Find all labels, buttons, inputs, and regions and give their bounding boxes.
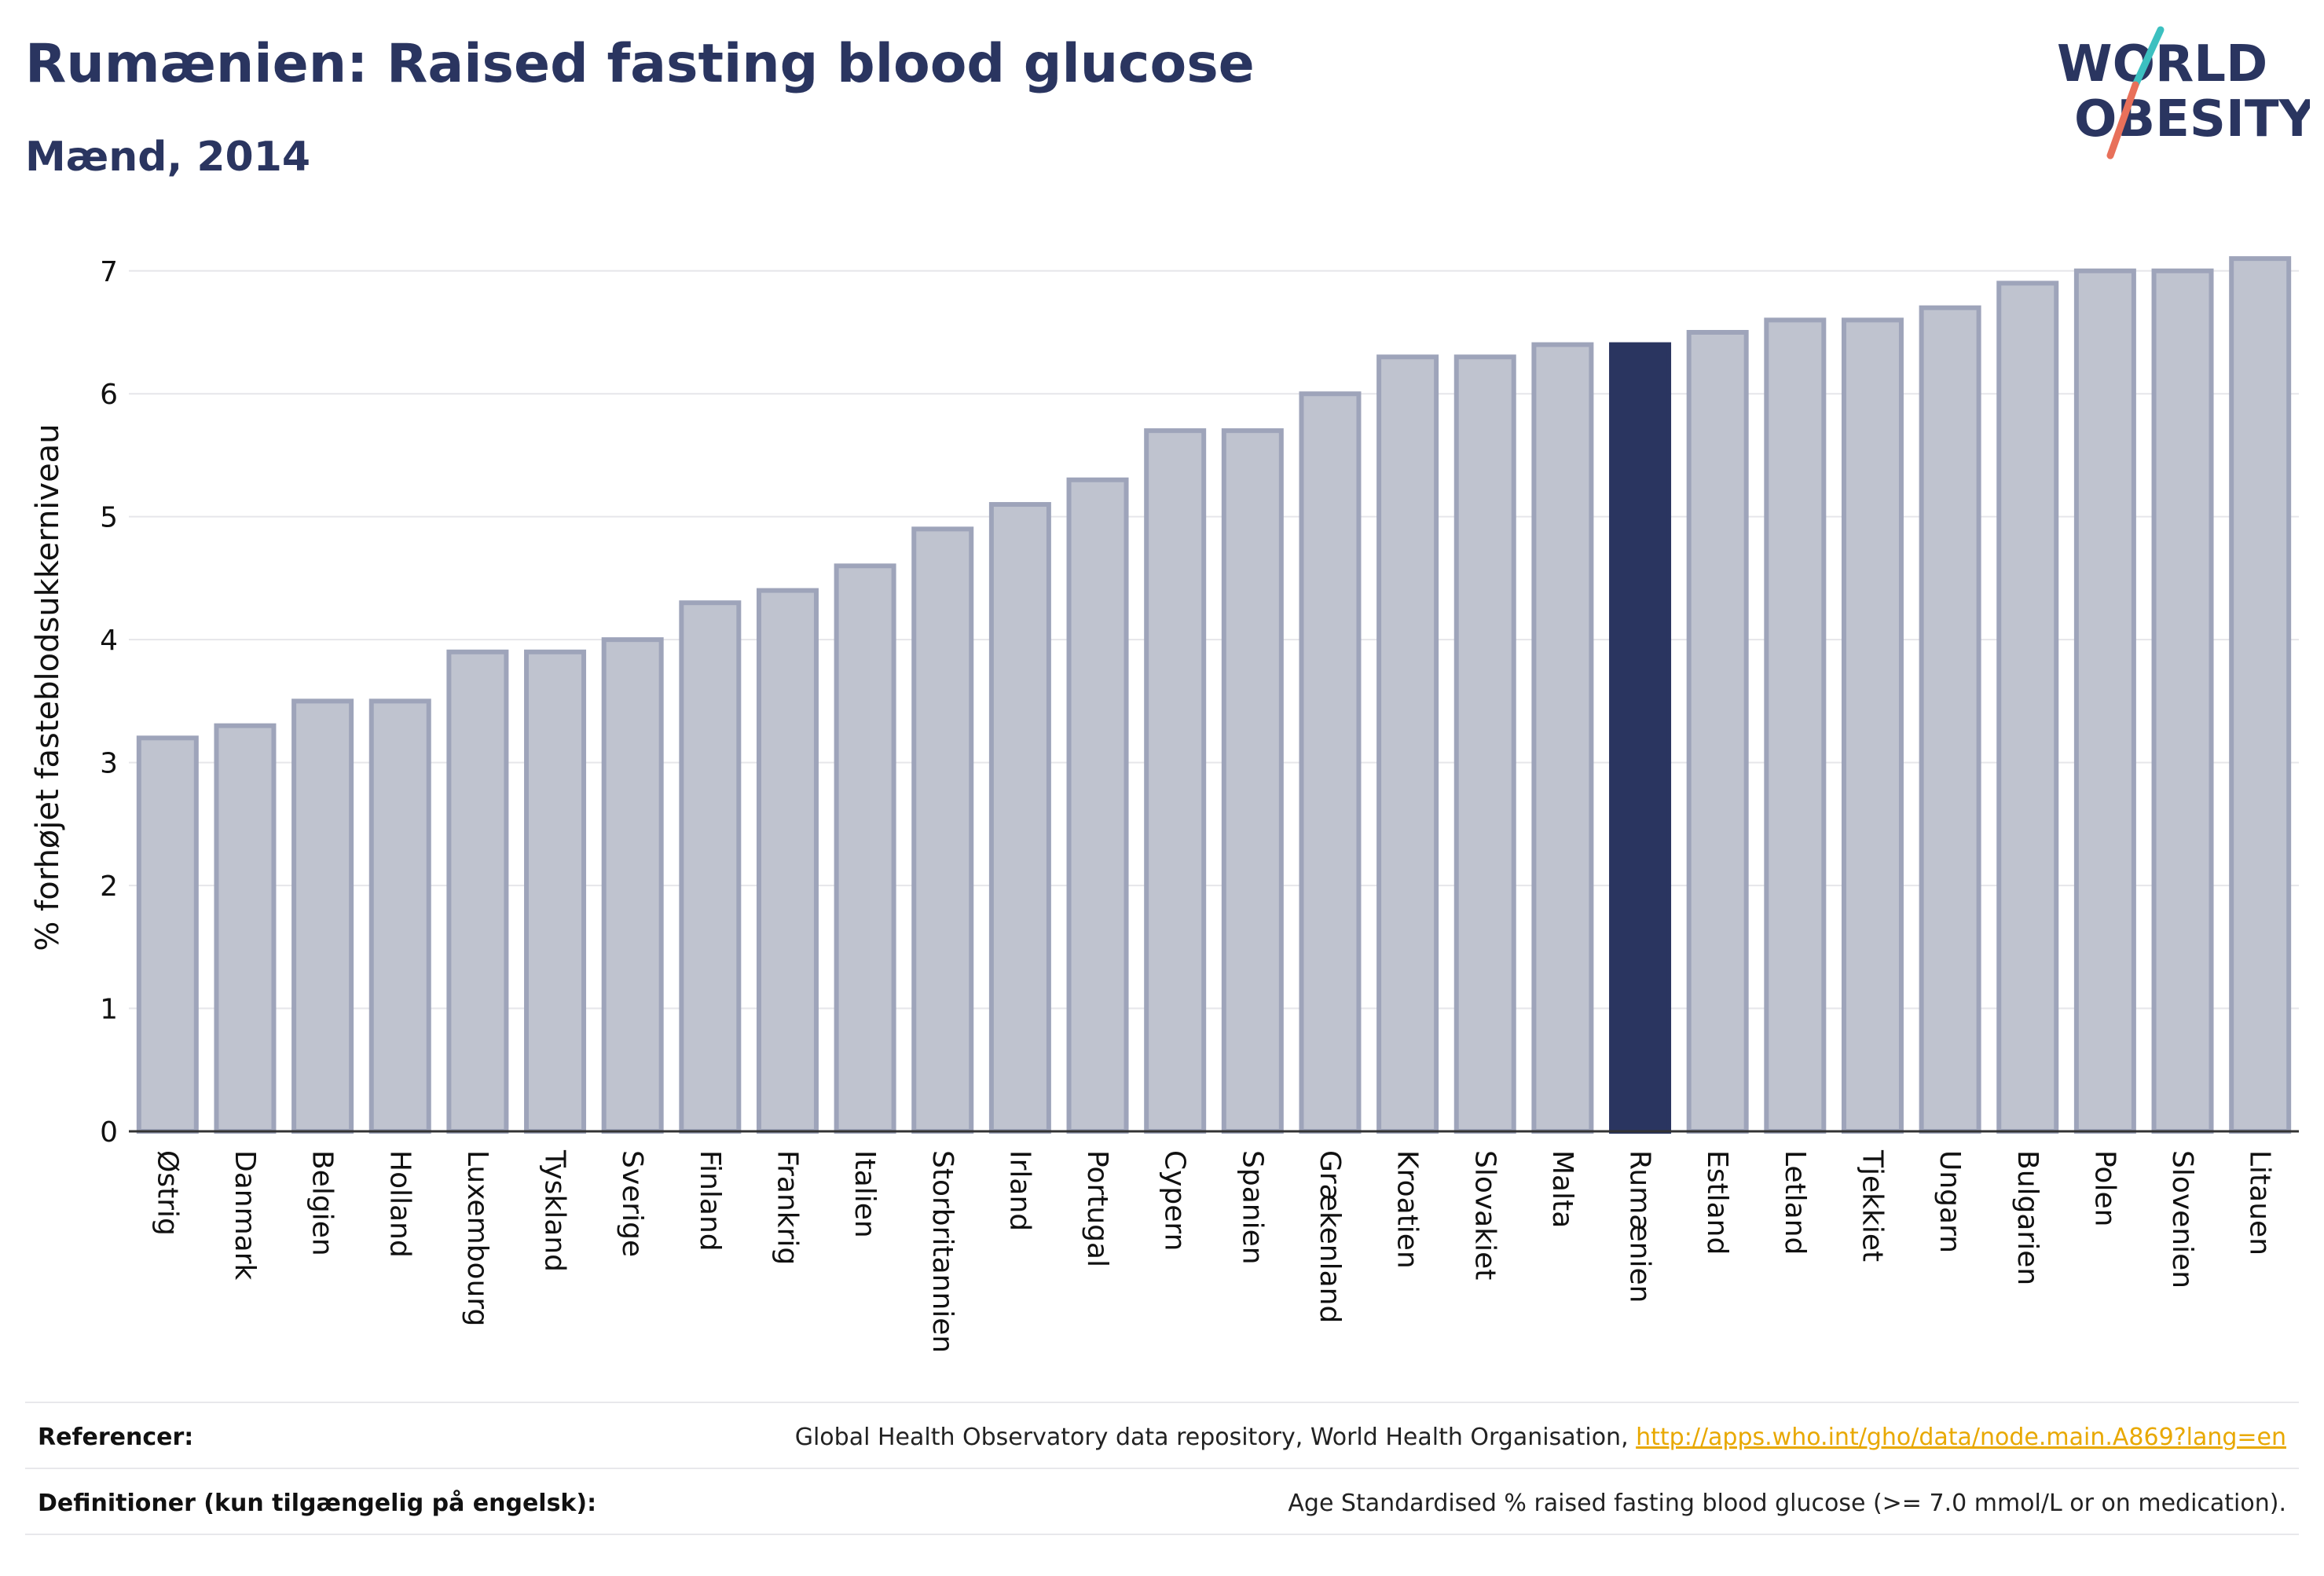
logo-slash-teal — [2132, 26, 2165, 89]
references-label: Referencer: — [38, 1424, 194, 1451]
bar-polen — [2073, 268, 2136, 1134]
bar-holland — [368, 698, 431, 1134]
x-tick-label: Polen — [2088, 1150, 2121, 1226]
y-tick-label: 5 — [100, 502, 118, 534]
y-tick-label: 1 — [100, 994, 118, 1026]
bar-sverige — [601, 637, 664, 1134]
x-tick-label: Rumænien — [1624, 1150, 1656, 1303]
x-tick-label: Slovakiet — [1468, 1150, 1501, 1280]
x-tick-label: Spanien — [1236, 1150, 1268, 1265]
bar-malta — [1531, 342, 1594, 1134]
y-tick-label: 2 — [100, 870, 118, 903]
bar-bulgarien — [1996, 280, 2059, 1134]
bar-ungarn — [1919, 305, 1981, 1134]
world-obesity-logo: WORLD OBESITY — [2057, 26, 2310, 159]
bar-tyskland — [524, 649, 587, 1134]
x-tick-label: Frankrig — [771, 1150, 803, 1265]
logo-line1: WORLD — [2057, 35, 2267, 93]
bar-letland — [1764, 317, 1827, 1134]
x-tick-label: Grækenland — [1314, 1150, 1346, 1323]
bar-danmark — [214, 723, 277, 1134]
y-tick-labels: 0 1 2 3 4 5 6 7 — [100, 256, 118, 1149]
bar-belgien — [291, 698, 354, 1134]
x-tick-label: Belgien — [306, 1150, 339, 1256]
bar-estland — [1686, 329, 1749, 1134]
x-tick-label: Italien — [849, 1150, 881, 1238]
bar-cypern — [1144, 428, 1207, 1134]
references-value: Global Health Observatory data repositor… — [795, 1424, 2286, 1451]
x-tick-label: Portugal — [1081, 1150, 1113, 1267]
x-tick-label: Storbritannien — [926, 1150, 959, 1353]
x-tick-label: Estland — [1701, 1150, 1733, 1255]
bar-slovakiet — [1453, 354, 1516, 1134]
bar-spanien — [1221, 428, 1284, 1134]
bar-irland — [988, 502, 1051, 1134]
x-tick-label: Cypern — [1159, 1150, 1191, 1251]
x-tick-label: Tjekkiet — [1856, 1149, 1888, 1262]
y-tick-label: 0 — [100, 1116, 118, 1149]
footer-divider-middle — [25, 1468, 2299, 1469]
x-tick-label: Letland — [1779, 1150, 1811, 1255]
references-text: Global Health Observatory data repositor… — [794, 1424, 1637, 1451]
x-tick-label: Holland — [383, 1150, 416, 1258]
definitions-value: Age Standardised % raised fasting blood … — [1288, 1490, 2286, 1517]
x-tick-labels: Østrig Danmark Belgien Holland Luxembourg Tys… — [151, 1149, 2275, 1353]
bar-slovenien — [2151, 268, 2214, 1134]
y-tick-label: 7 — [100, 256, 118, 288]
bar-rumænien — [1609, 342, 1672, 1134]
bar-italien — [834, 563, 896, 1134]
x-tick-label: Malta — [1546, 1150, 1578, 1228]
y-axis-label: % forhøjet fasteblodsukkerniveau — [30, 423, 66, 951]
bar-grækenland — [1299, 391, 1362, 1134]
bar-frankrig — [756, 588, 819, 1134]
x-tick-label: Tyskland — [539, 1149, 571, 1272]
bar-luxembourg — [446, 649, 509, 1134]
bar-storbritannien — [911, 526, 974, 1134]
chart-subtitle: Mænd, 2014 — [25, 134, 311, 181]
bar-østrig — [136, 735, 199, 1134]
x-tick-label: Danmark — [229, 1150, 261, 1281]
bar-chart: 0 1 2 3 4 5 6 7 Østrig Danmark Belgien Holland Luxe… — [30, 256, 2299, 1353]
footer-divider-top — [25, 1402, 2299, 1403]
x-tick-label: Sverige — [616, 1150, 648, 1257]
bar-portugal — [1066, 477, 1129, 1134]
logo-slash-coral — [2106, 81, 2139, 159]
bars — [136, 256, 2292, 1134]
x-tick-label: Kroatien — [1391, 1150, 1424, 1269]
bar-kroatien — [1376, 354, 1439, 1134]
bar-litauen — [2229, 256, 2292, 1134]
x-tick-label: Finland — [694, 1150, 726, 1252]
x-tick-label: Ungarn — [1934, 1150, 1966, 1253]
x-tick-label: Østrig — [151, 1150, 183, 1236]
y-tick-label: 4 — [100, 625, 118, 657]
definitions-label: Definitioner (kun tilgængelig på engelsk… — [38, 1490, 597, 1517]
y-tick-label: 3 — [100, 748, 118, 780]
x-tick-label: Bulgarien — [2011, 1150, 2044, 1285]
x-tick-label: Slovenien — [2166, 1150, 2198, 1288]
x-tick-label: Litauen — [2244, 1150, 2276, 1255]
x-tick-label: Irland — [1003, 1150, 1036, 1231]
bar-tjekkiet — [1841, 317, 1904, 1134]
chart-title: Rumænien: Raised fasting blood glucose — [25, 33, 1255, 95]
x-tick-label: Luxembourg — [461, 1150, 493, 1326]
bar-finland — [679, 600, 742, 1134]
footer-divider-bottom — [25, 1534, 2299, 1535]
references-link[interactable]: http://apps.who.int/gho/data/node.main.A… — [1636, 1424, 2286, 1451]
y-tick-label: 6 — [100, 379, 118, 411]
